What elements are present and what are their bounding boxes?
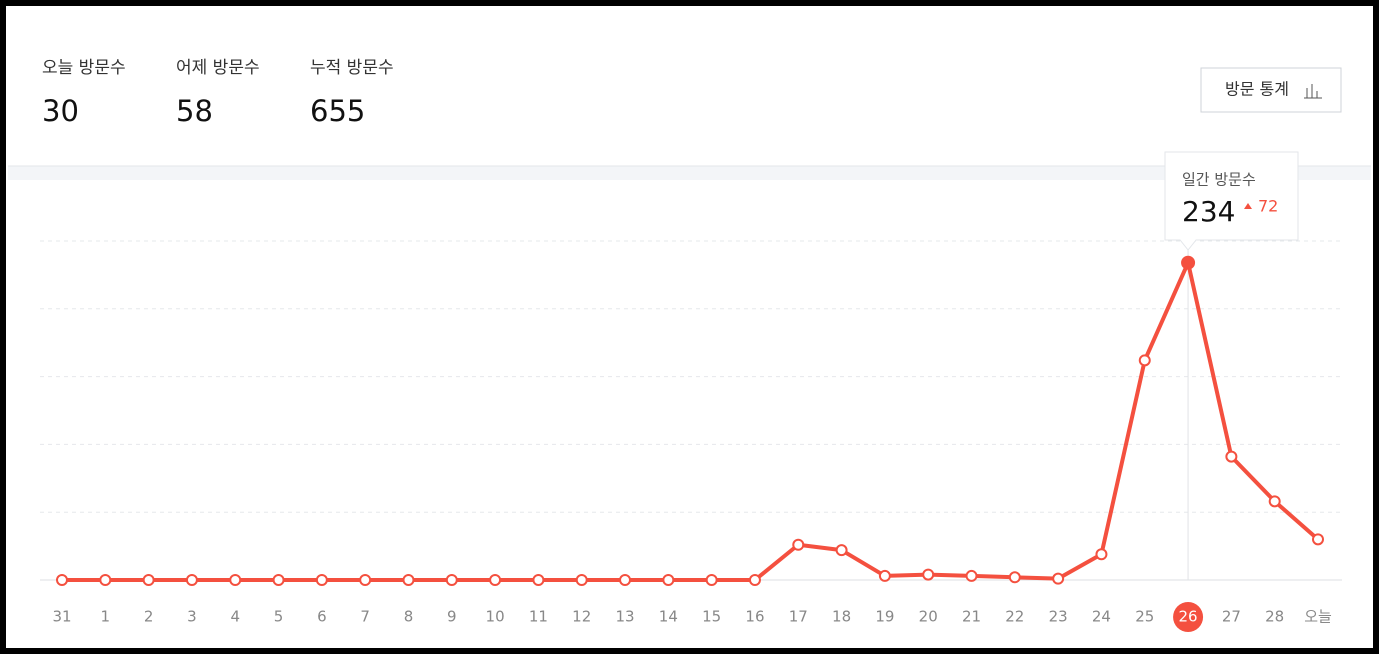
x-tick-label: 31 bbox=[52, 608, 71, 626]
x-tick-label: 12 bbox=[572, 608, 591, 626]
point bbox=[922, 568, 935, 581]
x-tick-label: 8 bbox=[404, 608, 414, 626]
tooltip-change: 72 bbox=[1258, 197, 1278, 216]
button-icon bbox=[1304, 84, 1322, 99]
point bbox=[315, 574, 328, 586]
x-tick-label: 20 bbox=[919, 608, 938, 626]
point bbox=[878, 569, 891, 582]
point bbox=[445, 574, 458, 586]
point bbox=[359, 574, 372, 586]
x-tick-label: 24 bbox=[1092, 608, 1111, 626]
x-tick-label: 4 bbox=[230, 608, 240, 626]
x-tick-label: 21 bbox=[962, 608, 981, 626]
point bbox=[272, 574, 285, 586]
x-tick-label: 2 bbox=[144, 608, 154, 626]
point bbox=[1095, 548, 1108, 561]
point bbox=[792, 538, 805, 551]
up-arrow bbox=[1244, 203, 1252, 209]
point bbox=[575, 574, 588, 586]
point bbox=[56, 574, 68, 586]
point bbox=[748, 574, 761, 586]
x-tick-label: 6 bbox=[317, 608, 327, 626]
x-tick-label: 19 bbox=[875, 608, 894, 626]
x-tick-label: 10 bbox=[486, 608, 505, 626]
stat-value: 58 bbox=[176, 94, 213, 128]
x-tick-label: 16 bbox=[745, 608, 764, 626]
point bbox=[1008, 571, 1021, 584]
point bbox=[662, 574, 675, 586]
point bbox=[142, 574, 155, 586]
x-tick-label: 3 bbox=[187, 608, 197, 626]
point bbox=[1268, 495, 1281, 508]
divider bbox=[8, 166, 1371, 180]
x-tick-label: 1 bbox=[101, 608, 111, 626]
x-tick-label: 18 bbox=[832, 608, 851, 626]
point bbox=[489, 574, 502, 586]
button-label[interactable]: 방문 통계 bbox=[1225, 80, 1289, 99]
point bbox=[99, 574, 112, 586]
x-tick-label: 27 bbox=[1222, 608, 1241, 626]
x-tick-label: 14 bbox=[659, 608, 678, 626]
point bbox=[229, 574, 242, 586]
tooltip-box bbox=[1164, 151, 1299, 251]
stat-label: 누적 방문수 bbox=[310, 58, 394, 78]
point bbox=[965, 569, 978, 582]
stat-label: 어제 방문수 bbox=[176, 58, 260, 78]
point bbox=[1225, 450, 1238, 463]
x-tick-label: 28 bbox=[1265, 608, 1284, 626]
x-tick-label: 11 bbox=[529, 608, 548, 626]
point bbox=[619, 574, 632, 586]
stat-value: 30 bbox=[42, 94, 79, 128]
x-tick-label: 오늘 bbox=[1304, 608, 1332, 626]
x-tick-label: 23 bbox=[1049, 608, 1068, 626]
tooltip-title: 일간 방문수 bbox=[1182, 171, 1256, 189]
x-tick-label: 25 bbox=[1135, 608, 1154, 626]
stats-button[interactable]: 방문 통계 bbox=[1200, 67, 1342, 113]
stat-value: 655 bbox=[310, 94, 365, 128]
point bbox=[1052, 572, 1065, 585]
point bbox=[1138, 354, 1151, 367]
point bbox=[705, 574, 718, 586]
x-tick-label: 26 bbox=[1179, 608, 1198, 626]
x-tick-label: 7 bbox=[360, 608, 370, 626]
point bbox=[835, 544, 848, 557]
line bbox=[62, 260, 1320, 582]
tooltip-value: 234 bbox=[1182, 195, 1235, 228]
point bbox=[1312, 533, 1324, 546]
tooltip: 일간 방문수 234 72 bbox=[1164, 151, 1299, 251]
button-box[interactable] bbox=[1200, 67, 1342, 113]
x-tick-label: 17 bbox=[789, 608, 808, 626]
x-tick-label: 13 bbox=[615, 608, 634, 626]
point bbox=[532, 574, 545, 586]
point bbox=[402, 574, 415, 586]
x-tick-label: 9 bbox=[447, 608, 457, 626]
point bbox=[1181, 255, 1196, 270]
selected-label-bg bbox=[1173, 602, 1204, 632]
stat-label: 오늘 방문수 bbox=[42, 58, 126, 78]
x-tick-label: 22 bbox=[1005, 608, 1024, 626]
x-tick-label: 15 bbox=[702, 608, 721, 626]
x-tick-label: 5 bbox=[274, 608, 284, 626]
point bbox=[185, 574, 198, 586]
